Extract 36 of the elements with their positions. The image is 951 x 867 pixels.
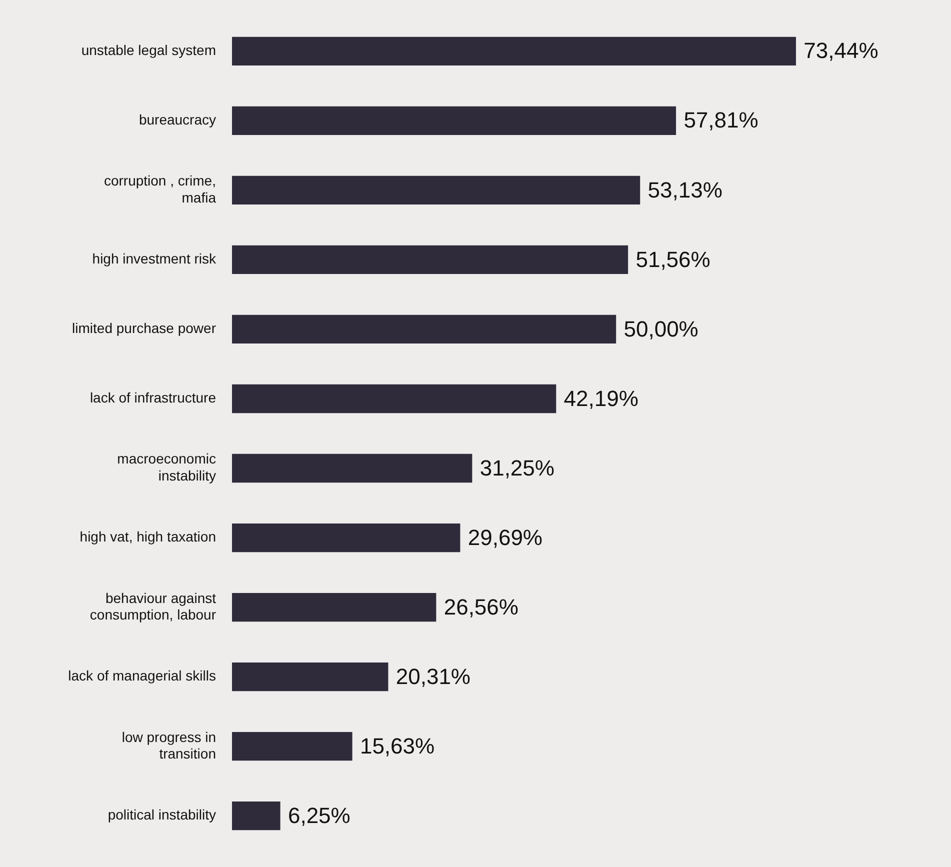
y-tick-label: lack of managerial skills [68, 668, 216, 684]
data-label: 57,81% [684, 108, 758, 133]
bar [232, 454, 472, 483]
bar [232, 176, 640, 205]
data-label: 51,56% [636, 246, 710, 272]
y-tick-label: behaviour against consumption, labour [90, 590, 216, 623]
bar [232, 106, 676, 136]
data-label: 53,13% [648, 177, 722, 202]
data-label: 6,25% [288, 802, 350, 828]
y-tick-label: limited purchase power [72, 320, 216, 336]
y-tick-label: high vat, high taxation [80, 528, 216, 545]
bar [232, 662, 388, 692]
y-tick-label: bureaucracy [138, 112, 216, 128]
data-label: 29,69% [468, 524, 542, 550]
data-label: 26,56% [444, 594, 518, 620]
data-label: 20,31% [396, 664, 471, 689]
y-tick-label: low progress in transition [122, 728, 216, 762]
bar [232, 732, 352, 761]
y-tick-label: macroeconomic instability [117, 450, 216, 484]
bar [232, 802, 280, 830]
bar [232, 592, 436, 622]
y-tick-label: political instability [108, 806, 216, 823]
bar [232, 314, 616, 344]
y-tick-label: high investment risk [92, 250, 217, 267]
data-label: 15,63% [360, 733, 435, 758]
data-label: 73,44% [804, 38, 878, 64]
data-label: 42,19% [564, 386, 638, 411]
bar [232, 384, 556, 414]
bar [232, 523, 460, 552]
bar [232, 245, 628, 274]
data-label: 31,25% [480, 455, 554, 480]
y-tick-label: lack of infrastructure [90, 390, 216, 406]
data-label: 50,00% [624, 316, 698, 342]
bar [232, 36, 796, 66]
y-tick-label: unstable legal system [81, 42, 216, 58]
y-tick-label: corruption , crime, mafia [104, 172, 216, 206]
